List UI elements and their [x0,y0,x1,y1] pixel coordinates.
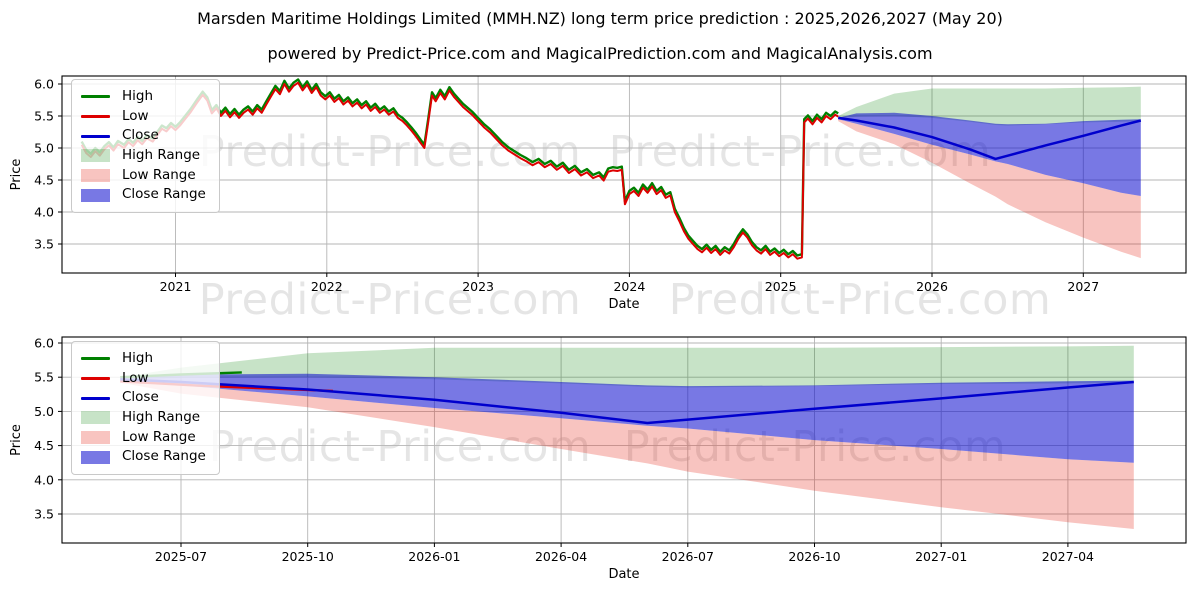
y-axis-label: Price [9,159,24,191]
legend-label: Close Range [122,448,206,465]
legend-swatch-low-range [81,431,110,445]
legend-label: High [122,88,154,105]
chart-title: Marsden Maritime Holdings Limited (MMH.N… [197,9,1003,28]
y-tick-label: 3.5 [34,507,54,522]
legend-item-high: High [81,87,206,107]
legend-item-close: Close [81,126,206,146]
legend-label: Close [122,127,159,144]
legend-item-high: High [81,349,206,369]
bottom-chart: 2025-07 2025-10 2026-01 2026-04 2026-07 2026-… [9,336,1187,582]
y-tick-label: 4.0 [34,205,54,220]
legend-item-low-range: Low Range [81,166,206,186]
top-chart-tick-labels: 2021 2022 2023 2024 2025 2026 2027 3.5 4.0 4.5 5.0… [34,77,1099,295]
x-tick-label: 2027 [1067,279,1099,294]
legend-item-low: Low [81,107,206,127]
legend-label: Low [122,369,149,386]
legend-swatch-close-range [81,450,110,464]
y-tick-label: 4.0 [34,472,54,487]
close-line [838,116,1142,161]
legend-swatch-high-range [81,149,110,163]
y-tick-label: 5.0 [34,404,54,419]
close-line [120,378,1134,425]
legend-swatch-close-range [81,188,110,202]
watermark-text: Predict-Price.com [208,422,592,472]
x-tick-label: 2026 [916,279,948,294]
legend-swatch-low [81,115,110,118]
x-tick-label: 2025-10 [282,549,334,564]
y-tick-label: 5.5 [34,109,54,124]
legend-swatch-high [81,95,110,99]
watermark-text: Predict-Price.com [198,275,582,325]
legend-swatch-low [81,377,110,380]
legend-label: Low Range [122,166,196,183]
x-tick-label: 2026-10 [788,549,840,564]
legend-label: Low Range [122,428,196,445]
legend-item-close-range: Close Range [81,185,206,205]
legend-swatch-close [81,396,110,400]
y-tick-label: 5.5 [34,370,54,385]
x-tick-label: 2023 [462,279,494,294]
x-tick-label: 2024 [613,279,645,294]
x-tick-label: 2027-04 [1042,549,1094,564]
plot-border [61,336,1187,544]
bottom-chart-tick-labels: 2025-07 2025-10 2026-01 2026-04 2026-07 2026-… [34,336,1094,565]
y-tick-label: 3.5 [34,237,54,252]
y-tick-label: 4.5 [34,438,54,453]
legend-item-close: Close [81,388,206,408]
legend-label: High Range [122,147,201,164]
x-tick-label: 2027-01 [915,549,967,564]
y-tick-label: 6.0 [34,77,54,92]
legend-swatch-high-range [81,411,110,425]
legend-label: Low [122,107,149,124]
plot-border [61,75,1187,274]
x-axis-label: Date [608,297,639,312]
legend-item-low: Low [81,369,206,389]
y-tick-label: 5.0 [34,141,54,156]
legend-label: High [122,350,154,367]
legend-swatch-close [81,134,110,138]
x-tick-label: 2026-04 [535,549,587,564]
legend-item-close-range: Close Range [81,447,206,467]
legend-label: Close [122,389,159,406]
x-tick-label: 2026-01 [408,549,460,564]
watermark-text: Predict-Price.com [668,275,1052,325]
legend-label: Close Range [122,186,206,203]
y-axis-label: Price [9,424,24,456]
legend-item-high-range: High Range [81,146,206,166]
low-range-area [838,119,1141,259]
legend-swatch-high [81,357,110,361]
x-tick-label: 2025 [765,279,797,294]
bottom-chart-legend: High Low Close High Range Low Range Close Ran… [71,341,220,475]
x-axis-label: Date [608,567,639,582]
legend-swatch-low-range [81,169,110,183]
top-chart-legend: High Low Close High Range Low Range Close Ran… [71,79,220,213]
x-tick-label: 2022 [311,279,343,294]
x-tick-label: 2021 [160,279,192,294]
legend-item-high-range: High Range [81,408,206,428]
x-tick-label: 2026-07 [662,549,714,564]
low-range-area [120,380,1134,529]
legend-label: High Range [122,409,201,426]
y-tick-label: 6.0 [34,336,54,351]
legend-item-low-range: Low Range [81,428,206,448]
y-tick-label: 4.5 [34,173,54,188]
chart-subtitle: powered by Predict-Price.com and Magical… [267,44,933,63]
x-tick-label: 2025-07 [155,549,207,564]
top-chart: 2021 2022 2023 2024 2025 2026 2027 3.5 4.0 4.5 5.0… [9,75,1187,312]
